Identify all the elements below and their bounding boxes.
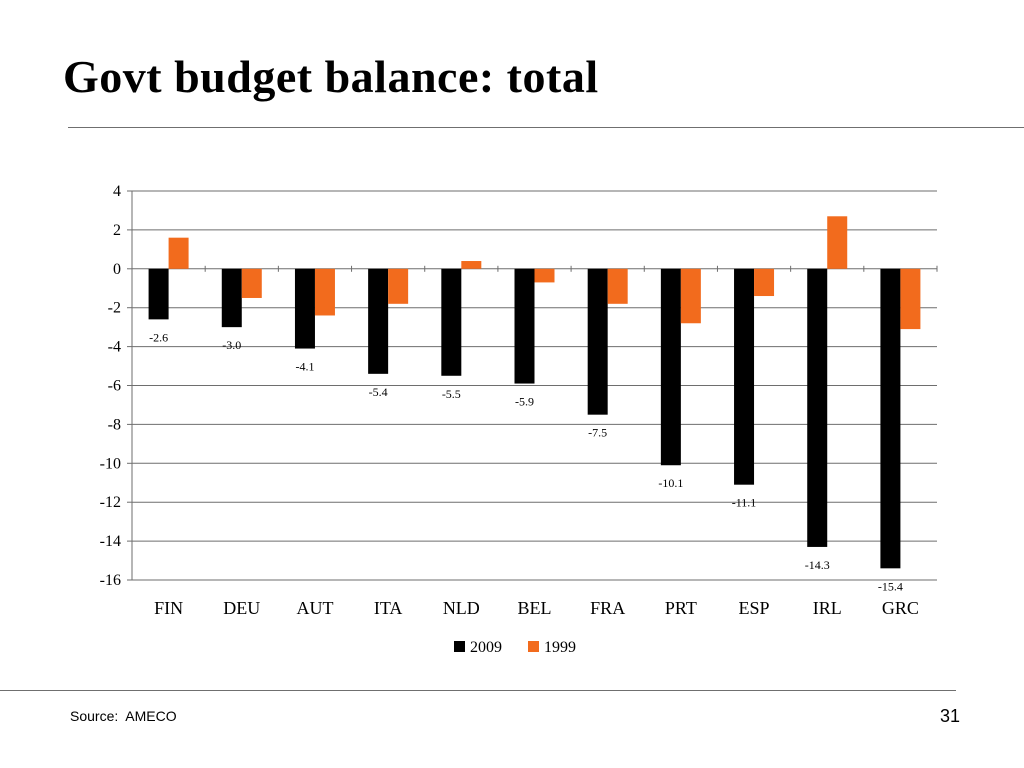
- y-tick-label: 0: [113, 261, 121, 278]
- bar-chart: 4 2 0 -2 -4 -6 -8 -10 -12 -14 -16 FIN DEU AUT ITA NLD BE…: [100, 183, 938, 656]
- data-label: -5.5: [442, 387, 461, 401]
- x-tick-label: ITA: [374, 598, 403, 618]
- bar-2009-ITA: [368, 268, 389, 374]
- y-tick-label: -8: [108, 416, 121, 433]
- data-labels: -2.6 -3.0 -4.1 -5.4 -5.5 -5.9 -7.5 -10.1 -11.1 -1…: [149, 330, 903, 593]
- x-tick-label: DEU: [223, 598, 260, 618]
- slide-number: 31: [939, 706, 960, 726]
- bar-1999-AUT: [314, 268, 335, 316]
- data-label: -5.4: [369, 385, 388, 399]
- legend-swatch-1999: [528, 641, 539, 652]
- y-tick-label: -6: [108, 378, 121, 395]
- y-tick-label: -10: [100, 455, 121, 472]
- bar-1999-ITA: [388, 268, 409, 304]
- data-label: -5.9: [515, 395, 534, 409]
- bar-1999-PRT: [680, 268, 701, 324]
- x-tick-label: PRT: [665, 598, 697, 618]
- y-tick-label: -4: [108, 339, 121, 356]
- y-tick-label: -2: [108, 300, 121, 317]
- bar-1999-NLD: [461, 261, 482, 269]
- y-tick-label: -14: [100, 533, 121, 550]
- bar-1999-ESP: [754, 268, 775, 297]
- data-label: -10.1: [658, 476, 683, 490]
- x-tick-label: GRC: [882, 598, 919, 618]
- bar-2009-AUT: [294, 268, 315, 349]
- x-tick-label: IRL: [813, 598, 842, 618]
- legend: 2009 1999: [454, 639, 576, 656]
- x-tick-label: FIN: [154, 598, 183, 618]
- data-label: -15.4: [878, 579, 903, 593]
- legend-swatch-2009: [454, 641, 465, 652]
- bars: [148, 216, 921, 569]
- bar-1999-IRL: [827, 216, 848, 269]
- x-tick-label: FRA: [590, 598, 625, 618]
- data-label: -2.6: [149, 330, 168, 344]
- y-tick-label: 2: [113, 222, 121, 239]
- legend-label: 1999: [544, 639, 576, 656]
- data-label: -14.3: [805, 558, 830, 572]
- y-tick-label: -12: [100, 494, 121, 511]
- bar-2009-ESP: [734, 268, 755, 485]
- bar-2009-NLD: [441, 268, 462, 376]
- source-note: Source: AMECO: [70, 708, 177, 724]
- bar-1999-GRC: [900, 268, 921, 330]
- x-tick-label: AUT: [296, 598, 333, 618]
- data-label: -7.5: [588, 426, 607, 440]
- y-tick-label: -16: [100, 572, 121, 589]
- bar-1999-FIN: [168, 237, 189, 269]
- footer-divider: [0, 690, 956, 691]
- bar-1999-FRA: [607, 268, 628, 304]
- bar-1999-DEU: [241, 268, 262, 298]
- bar-2009-IRL: [807, 268, 828, 547]
- x-tick-label: ESP: [739, 598, 770, 618]
- x-tick-label: NLD: [443, 598, 480, 618]
- data-label: -4.1: [295, 360, 314, 374]
- data-label: -3.0: [222, 338, 241, 352]
- bar-2009-FRA: [587, 268, 608, 415]
- bar-2009-DEU: [221, 268, 242, 328]
- data-label: -11.1: [732, 496, 757, 510]
- title-divider: [68, 127, 1024, 128]
- x-tick-label: BEL: [518, 598, 552, 618]
- bar-2009-FIN: [148, 268, 169, 320]
- gridlines: [132, 190, 937, 581]
- bar-1999-BEL: [534, 268, 555, 283]
- bar-2009-BEL: [514, 268, 535, 384]
- legend-label: 2009: [470, 639, 502, 656]
- slide-title: Govt budget balance: total: [63, 51, 599, 102]
- y-tick-label: 4: [113, 183, 121, 200]
- bar-2009-PRT: [660, 268, 681, 466]
- bar-2009-GRC: [880, 268, 901, 569]
- axes: 4 2 0 -2 -4 -6 -8 -10 -12 -14 -16 FIN DEU AUT ITA NLD BE…: [100, 183, 938, 618]
